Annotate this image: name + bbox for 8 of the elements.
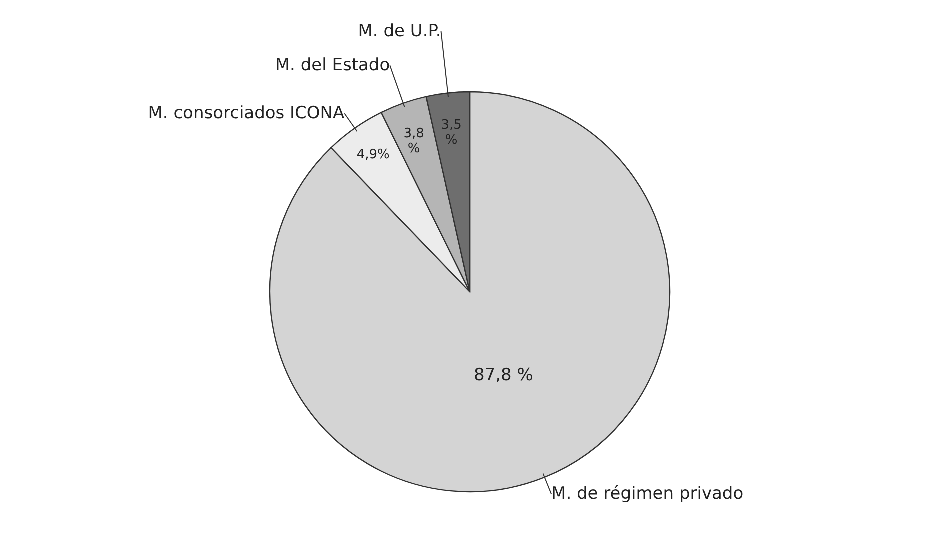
data-label: 4,9% xyxy=(356,148,390,163)
slice-label: M. de régimen privado xyxy=(552,484,744,504)
slice-label: M. consorciados ICONA xyxy=(148,104,346,124)
slice-label: M. de U.P. xyxy=(358,22,442,42)
data-label: 87,8 % xyxy=(474,365,534,386)
data-label: 3,5 % xyxy=(441,118,462,148)
data-label: 3,8 % xyxy=(404,126,424,157)
slice-label: M. del Estado xyxy=(275,56,390,76)
